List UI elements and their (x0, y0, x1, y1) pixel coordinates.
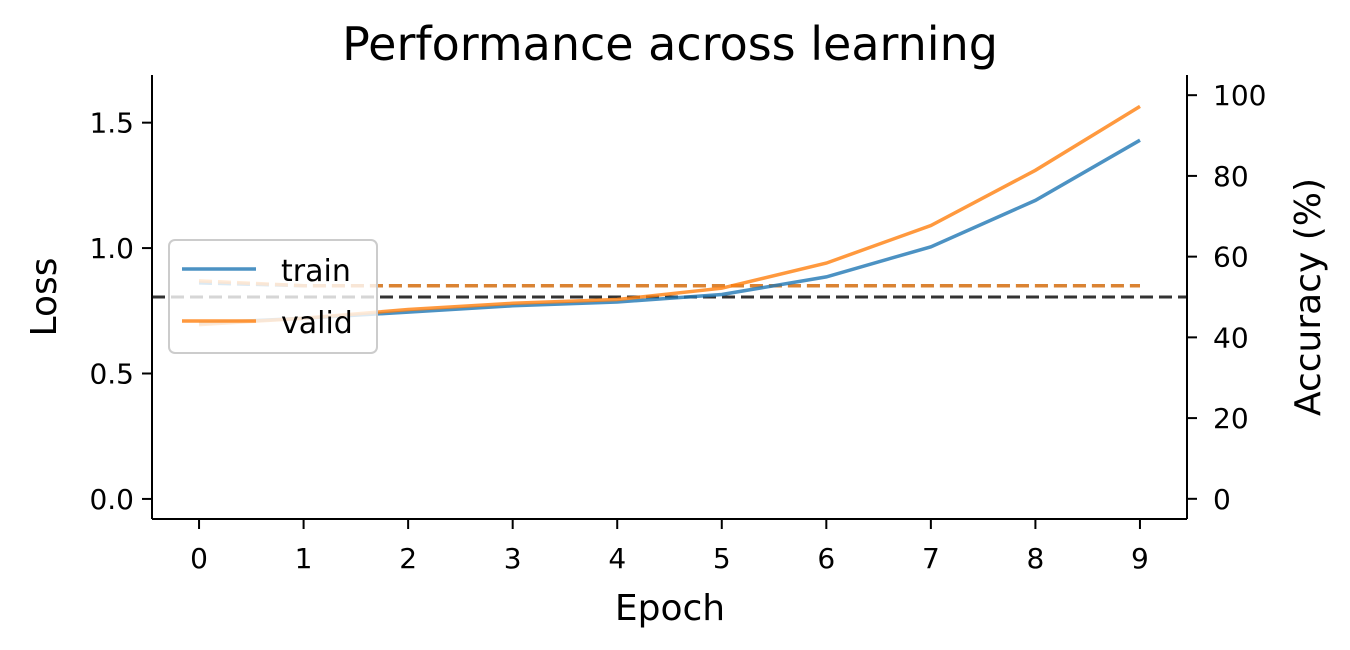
x-tick-label: 7 (922, 542, 940, 575)
x-tick-label: 9 (1131, 542, 1149, 575)
y-tick-right-label: 60 (1213, 241, 1249, 274)
x-axis-label: Epoch (615, 588, 725, 629)
y-tick-right-label: 100 (1213, 79, 1266, 112)
y-tick-left-label: 1.0 (89, 232, 134, 265)
y-axis-right-label: Accuracy (%) (1288, 178, 1329, 416)
x-tick-label: 3 (504, 542, 522, 575)
y-tick-right-label: 80 (1213, 160, 1249, 193)
legend-train-label: train (281, 254, 351, 289)
x-tick-label: 5 (713, 542, 731, 575)
y-tick-left-label: 0.0 (89, 483, 134, 516)
x-tick-label: 4 (608, 542, 626, 575)
x-tick-label: 2 (399, 542, 417, 575)
y-axis-left-label: Loss (24, 258, 65, 337)
y-tick-right-label: 20 (1213, 402, 1249, 435)
legend: train valid (168, 239, 378, 354)
y-tick-right-label: 40 (1213, 321, 1249, 354)
x-tick-label: 1 (295, 542, 313, 575)
x-tick-label: 6 (817, 542, 835, 575)
y-tick-left-label: 1.5 (89, 107, 134, 140)
y-tick-left-label: 0.5 (89, 358, 134, 391)
legend-valid-label: valid (281, 306, 353, 341)
chart-title: Performance across learning (342, 17, 998, 71)
y-tick-right-label: 0 (1213, 483, 1231, 516)
x-tick-label: 0 (190, 542, 208, 575)
axes: 0 1 2 3 4 5 6 7 8 9 0.0 0.5 1.0 1.5 0 20 40 60 80 100 (89, 75, 1266, 575)
x-tick-label: 8 (1026, 542, 1044, 575)
